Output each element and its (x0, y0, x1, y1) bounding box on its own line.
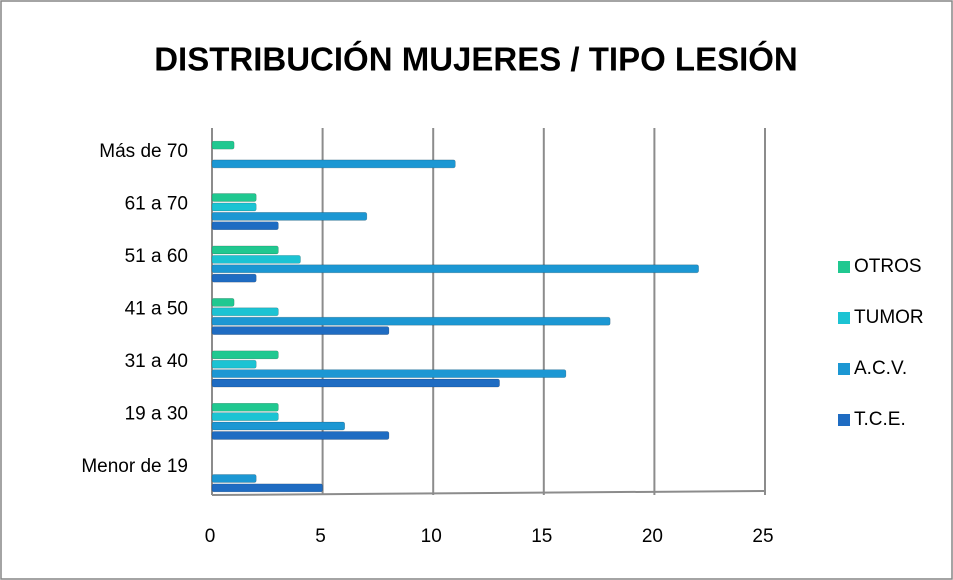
bar (211, 245, 279, 255)
bar (211, 316, 611, 326)
bar (211, 298, 235, 307)
x-tick-label: 20 (642, 526, 663, 547)
bar (211, 474, 257, 483)
legend-label: TUMOR (854, 307, 924, 328)
bar (211, 140, 235, 150)
x-tick-label: 10 (421, 526, 442, 547)
y-tick-label: 51 a 60 (125, 246, 188, 267)
bar (211, 326, 390, 335)
legend-swatch (838, 363, 850, 375)
bar (211, 483, 323, 493)
bar (211, 421, 346, 431)
bar (211, 273, 257, 283)
y-tick-label: 31 a 40 (125, 351, 188, 372)
legend-label: A.C.V. (854, 358, 907, 379)
legend-label: OTROS (854, 256, 922, 277)
legend-swatch (838, 261, 850, 273)
bar (211, 264, 699, 274)
legend-swatch (838, 414, 850, 426)
bar (211, 202, 257, 212)
bar (211, 350, 279, 360)
y-tick-label: 19 a 30 (125, 403, 188, 424)
y-tick-label: 41 a 50 (125, 299, 188, 320)
x-axis (211, 490, 766, 496)
bar (211, 359, 257, 369)
bar (211, 159, 456, 169)
bar (211, 369, 567, 378)
bar (211, 307, 279, 317)
x-tick-label: 25 (752, 526, 773, 547)
y-tick-label: 61 a 70 (125, 194, 188, 215)
x-tick-label: 0 (205, 526, 216, 547)
bar (211, 378, 500, 388)
y-tick-label: Más de 70 (99, 141, 188, 162)
chart-title: DISTRIBUCIÓN MUJERES / TIPO LESIÓN (154, 41, 798, 78)
bar (211, 212, 368, 221)
bar (211, 193, 257, 202)
bar (211, 402, 279, 412)
bar (211, 255, 301, 264)
legend-label: T.C.E. (854, 409, 906, 430)
x-tick-label: 5 (315, 526, 326, 547)
bar (211, 431, 390, 440)
x-tick-label: 15 (531, 526, 552, 547)
legend-swatch (838, 312, 850, 324)
y-tick-label: Menor de 19 (81, 456, 188, 477)
bar (211, 412, 279, 421)
bar (211, 221, 279, 231)
